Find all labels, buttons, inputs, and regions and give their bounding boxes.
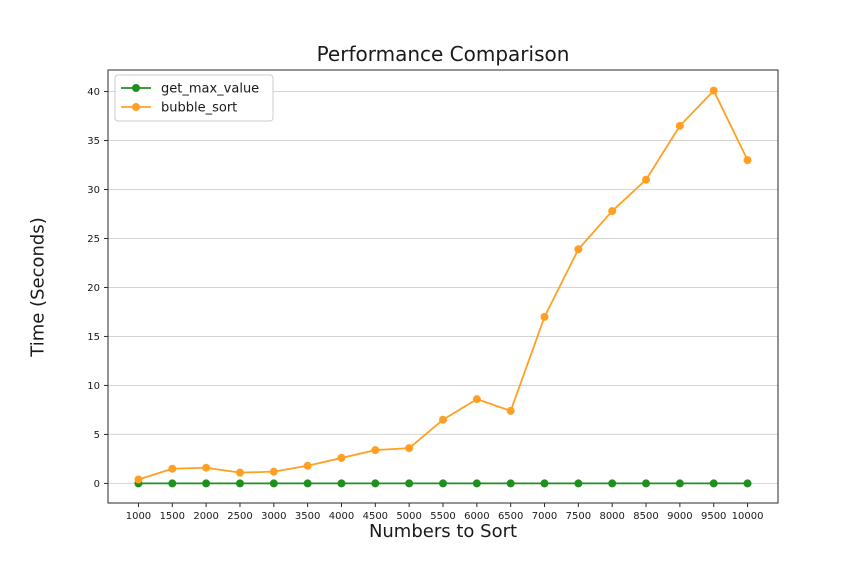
data-point-marker-get_max_value: [506, 479, 515, 488]
y-tick-label: 10: [87, 381, 100, 392]
chart-title: Performance Comparison: [316, 42, 570, 66]
x-tick-label: 4000: [329, 511, 354, 522]
x-tick-label: 6000: [464, 511, 489, 522]
data-point-marker-get_max_value: [540, 479, 549, 488]
y-tick-label: 25: [87, 234, 100, 245]
data-point-marker-get_max_value: [371, 479, 380, 488]
data-point-marker-bubble_sort: [235, 468, 244, 477]
data-point-marker-get_max_value: [202, 479, 211, 488]
x-axis-label: Numbers to Sort: [368, 521, 518, 542]
data-point-marker-bubble_sort: [743, 156, 752, 165]
x-tick-label: 1500: [160, 511, 185, 522]
data-point-marker-bubble_sort: [608, 207, 617, 216]
data-point-marker-bubble_sort: [540, 312, 549, 321]
data-point-marker-bubble_sort: [642, 175, 651, 184]
y-axis-label: Time (Seconds): [27, 217, 49, 357]
x-tick-label: 8000: [599, 511, 624, 522]
x-tick-label: 7000: [532, 511, 557, 522]
data-point-marker-bubble_sort: [506, 406, 515, 415]
y-tick-label: 40: [87, 87, 100, 98]
x-tick-label: 9000: [667, 511, 692, 522]
data-point-marker-get_max_value: [269, 479, 278, 488]
data-point-marker-get_max_value: [642, 479, 651, 488]
x-tick-label: 3000: [261, 511, 286, 522]
data-point-marker-bubble_sort: [303, 461, 312, 470]
y-tick-label: 30: [87, 185, 100, 196]
x-tick-label: 10000: [732, 511, 764, 522]
data-point-marker-get_max_value: [608, 479, 617, 488]
data-point-marker-get_max_value: [439, 479, 447, 488]
data-point-marker-bubble_sort: [405, 444, 414, 453]
legend-label: bubble_sort: [161, 101, 237, 116]
x-tick-label: 9500: [701, 511, 726, 522]
y-tick-label: 0: [94, 479, 100, 490]
x-tick-label: 2500: [227, 511, 252, 522]
legend-box: [114, 74, 274, 122]
legend-marker: [132, 84, 140, 92]
x-tick-label: 4500: [363, 511, 388, 522]
data-point-marker-get_max_value: [709, 479, 718, 488]
data-point-marker-get_max_value: [405, 479, 414, 488]
data-point-marker-bubble_sort: [439, 415, 447, 424]
x-tick-label: 6500: [498, 511, 523, 522]
data-point-marker-get_max_value: [472, 479, 481, 488]
data-point-marker-get_max_value: [303, 479, 312, 488]
data-point-marker-bubble_sort: [709, 86, 718, 95]
plot-border: [107, 69, 779, 504]
data-point-marker-bubble_sort: [134, 475, 143, 484]
data-point-marker-get_max_value: [235, 479, 244, 488]
x-tick-label: 7500: [566, 511, 591, 522]
x-tick-label: 5500: [430, 511, 455, 522]
x-tick-label: 8500: [633, 511, 658, 522]
data-point-marker-bubble_sort: [371, 446, 380, 455]
x-tick-label: 5000: [396, 511, 421, 522]
y-tick-label: 5: [94, 430, 100, 441]
data-point-marker-bubble_sort: [472, 395, 481, 404]
data-point-marker-get_max_value: [337, 479, 346, 488]
legend-label: get_max_value: [161, 82, 259, 97]
legend-marker: [132, 103, 140, 111]
data-point-marker-bubble_sort: [675, 121, 684, 130]
data-point-marker-bubble_sort: [574, 245, 583, 254]
data-point-marker-bubble_sort: [168, 464, 177, 473]
x-tick-label: 3500: [295, 511, 320, 522]
data-point-marker-get_max_value: [743, 479, 752, 488]
y-tick-label: 35: [87, 136, 100, 147]
data-point-marker-bubble_sort: [337, 453, 346, 462]
data-point-marker-bubble_sort: [202, 463, 211, 472]
y-tick-label: 20: [87, 283, 100, 294]
x-tick-label: 1000: [126, 511, 151, 522]
data-point-marker-get_max_value: [574, 479, 583, 488]
data-point-marker-get_max_value: [168, 479, 177, 488]
y-tick-label: 15: [87, 332, 100, 343]
data-point-marker-bubble_sort: [269, 467, 278, 476]
data-point-marker-get_max_value: [675, 479, 684, 488]
x-tick-label: 2000: [193, 511, 218, 522]
